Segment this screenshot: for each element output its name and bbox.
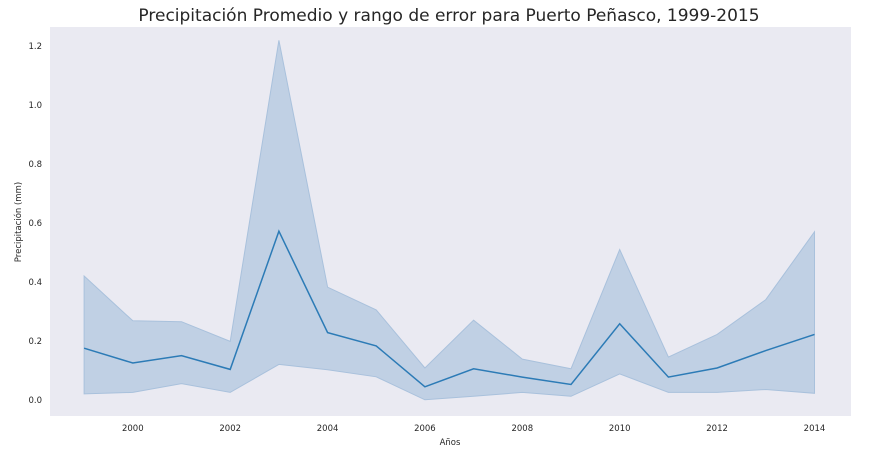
y-tick-label: 0.4 [28, 278, 42, 288]
x-tick-label: 2012 [706, 424, 728, 434]
y-tick-label: 0.8 [28, 160, 42, 170]
x-tick-label: 2006 [414, 424, 436, 434]
y-axis: 0.0 0.2 0.4 0.6 0.8 1.0 1.2 [28, 42, 42, 406]
x-tick-label: 2010 [609, 424, 631, 434]
x-tick-label: 2000 [122, 424, 144, 434]
y-tick-label: 0.0 [28, 396, 42, 406]
mean-line [83, 229, 815, 388]
x-axis-label: Años [440, 438, 461, 448]
y-tick-label: 0.6 [28, 219, 42, 229]
x-tick-label: 2004 [317, 424, 339, 434]
x-axis: 2000 2002 2004 2006 2008 2010 2012 2014 [122, 424, 825, 434]
chart-title: Precipitación Promedio y rango de error … [138, 6, 759, 26]
y-axis-label: Precipitación (mm) [13, 182, 24, 262]
y-tick-label: 1.2 [28, 42, 42, 52]
x-tick-label: 2008 [511, 424, 533, 434]
y-tick-label: 1.0 [28, 101, 42, 111]
y-tick-label: 0.2 [28, 337, 42, 347]
x-tick-label: 2002 [219, 424, 241, 434]
error-band [83, 40, 815, 401]
x-tick-label: 2014 [804, 424, 826, 434]
